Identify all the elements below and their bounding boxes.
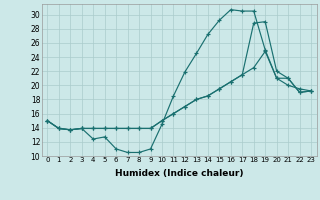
X-axis label: Humidex (Indice chaleur): Humidex (Indice chaleur) [115, 169, 244, 178]
